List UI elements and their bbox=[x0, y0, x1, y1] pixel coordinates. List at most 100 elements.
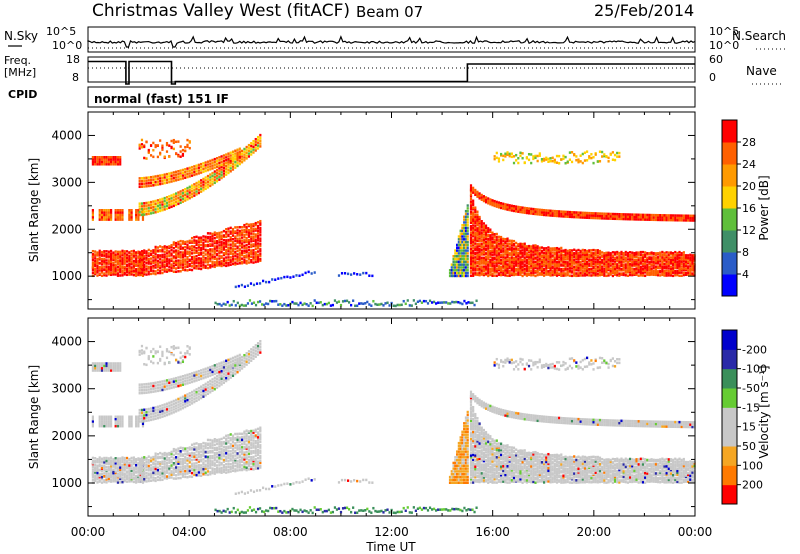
power-echo bbox=[491, 262, 494, 265]
power-echo bbox=[147, 209, 150, 213]
power-echo bbox=[568, 213, 571, 216]
power-echo bbox=[510, 264, 513, 268]
power-echo bbox=[472, 247, 475, 250]
power-echo bbox=[579, 249, 582, 253]
power-echo bbox=[682, 216, 685, 220]
power-echo bbox=[523, 242, 526, 246]
power-echo bbox=[241, 231, 244, 235]
power-echo bbox=[457, 249, 460, 252]
power-echo bbox=[497, 253, 501, 256]
power-echo bbox=[551, 260, 554, 264]
power-echo bbox=[172, 196, 175, 199]
power-echo bbox=[639, 267, 642, 271]
power-echo bbox=[536, 260, 539, 264]
velocity-echo bbox=[107, 468, 110, 471]
velocity-echo bbox=[190, 372, 194, 375]
power-echo bbox=[200, 187, 203, 191]
power-echo bbox=[622, 257, 625, 261]
velocity-echo bbox=[159, 473, 162, 477]
power-echo bbox=[609, 271, 612, 274]
power-echo bbox=[611, 254, 614, 257]
power-echo bbox=[521, 266, 524, 270]
power-echo bbox=[220, 237, 223, 241]
power-echo bbox=[243, 233, 246, 237]
power-echo bbox=[186, 167, 189, 170]
power-echo bbox=[112, 155, 115, 159]
power-echo bbox=[159, 264, 162, 267]
power-echo bbox=[525, 253, 528, 257]
power-echo bbox=[489, 236, 492, 239]
power-echo bbox=[461, 254, 464, 258]
power-echo bbox=[613, 251, 617, 254]
power-echo bbox=[455, 257, 459, 261]
power-echo bbox=[100, 271, 104, 274]
power-echo bbox=[566, 210, 569, 214]
velocity-echo bbox=[103, 464, 106, 467]
power-echo bbox=[515, 253, 518, 256]
power-echo bbox=[116, 268, 120, 271]
power-echo bbox=[661, 265, 664, 269]
power-echo bbox=[242, 304, 245, 307]
power-echo bbox=[130, 211, 133, 214]
power-echo bbox=[570, 267, 574, 270]
velocity-echo bbox=[181, 460, 185, 463]
power-echo bbox=[558, 268, 561, 272]
power-echo bbox=[521, 245, 524, 248]
velocity-echo bbox=[181, 462, 185, 465]
power-echo bbox=[459, 243, 462, 247]
velocity-echo bbox=[200, 453, 203, 457]
velocity-echo bbox=[135, 481, 138, 484]
velocity-echo bbox=[110, 480, 113, 483]
power-echo bbox=[94, 155, 97, 159]
power-echo bbox=[555, 256, 559, 259]
power-echo bbox=[461, 269, 464, 272]
velocity-echo bbox=[175, 382, 178, 386]
power-echo bbox=[493, 266, 496, 270]
power-echo bbox=[624, 263, 627, 266]
power-echo bbox=[472, 203, 475, 207]
power-echo bbox=[247, 143, 251, 147]
power-echo bbox=[553, 256, 556, 259]
power-echo bbox=[105, 255, 108, 259]
power-echo bbox=[241, 233, 244, 236]
power-echo bbox=[611, 258, 614, 261]
power-echo bbox=[98, 160, 101, 164]
power-echo bbox=[512, 204, 516, 208]
power-echo bbox=[581, 161, 584, 165]
power-echo bbox=[676, 266, 679, 270]
power-echo bbox=[510, 248, 513, 252]
velocity-echo bbox=[114, 471, 117, 475]
velocity-echo bbox=[98, 366, 101, 370]
power-echo bbox=[484, 258, 488, 261]
power-echo bbox=[517, 271, 520, 274]
power-echo bbox=[250, 235, 253, 238]
power-echo bbox=[247, 251, 251, 255]
power-echo bbox=[259, 223, 262, 226]
velocity-echo bbox=[105, 481, 108, 484]
power-echo bbox=[206, 240, 210, 243]
power-echo bbox=[143, 249, 146, 252]
power-echo bbox=[474, 228, 477, 232]
power-echo bbox=[508, 152, 511, 156]
power-echo bbox=[560, 256, 563, 259]
power-echo bbox=[476, 210, 479, 214]
power-echo bbox=[474, 193, 477, 197]
velocity-echo bbox=[110, 459, 113, 462]
power-echo bbox=[472, 267, 475, 270]
power-echo bbox=[540, 251, 544, 254]
velocity-echo bbox=[91, 420, 94, 423]
power-echo bbox=[165, 181, 169, 184]
power-echo bbox=[125, 250, 129, 253]
velocity-echo bbox=[140, 475, 144, 478]
power-echo bbox=[209, 168, 212, 171]
power-echo bbox=[228, 304, 231, 307]
velocity-echo bbox=[147, 467, 150, 470]
power-echo bbox=[590, 249, 593, 252]
power-echo bbox=[163, 202, 166, 206]
power-echo bbox=[684, 254, 688, 257]
power-echo bbox=[530, 245, 533, 248]
power-echo bbox=[130, 268, 133, 271]
power-echo bbox=[542, 247, 546, 250]
power-echo bbox=[247, 152, 251, 155]
power-echo bbox=[515, 249, 518, 252]
